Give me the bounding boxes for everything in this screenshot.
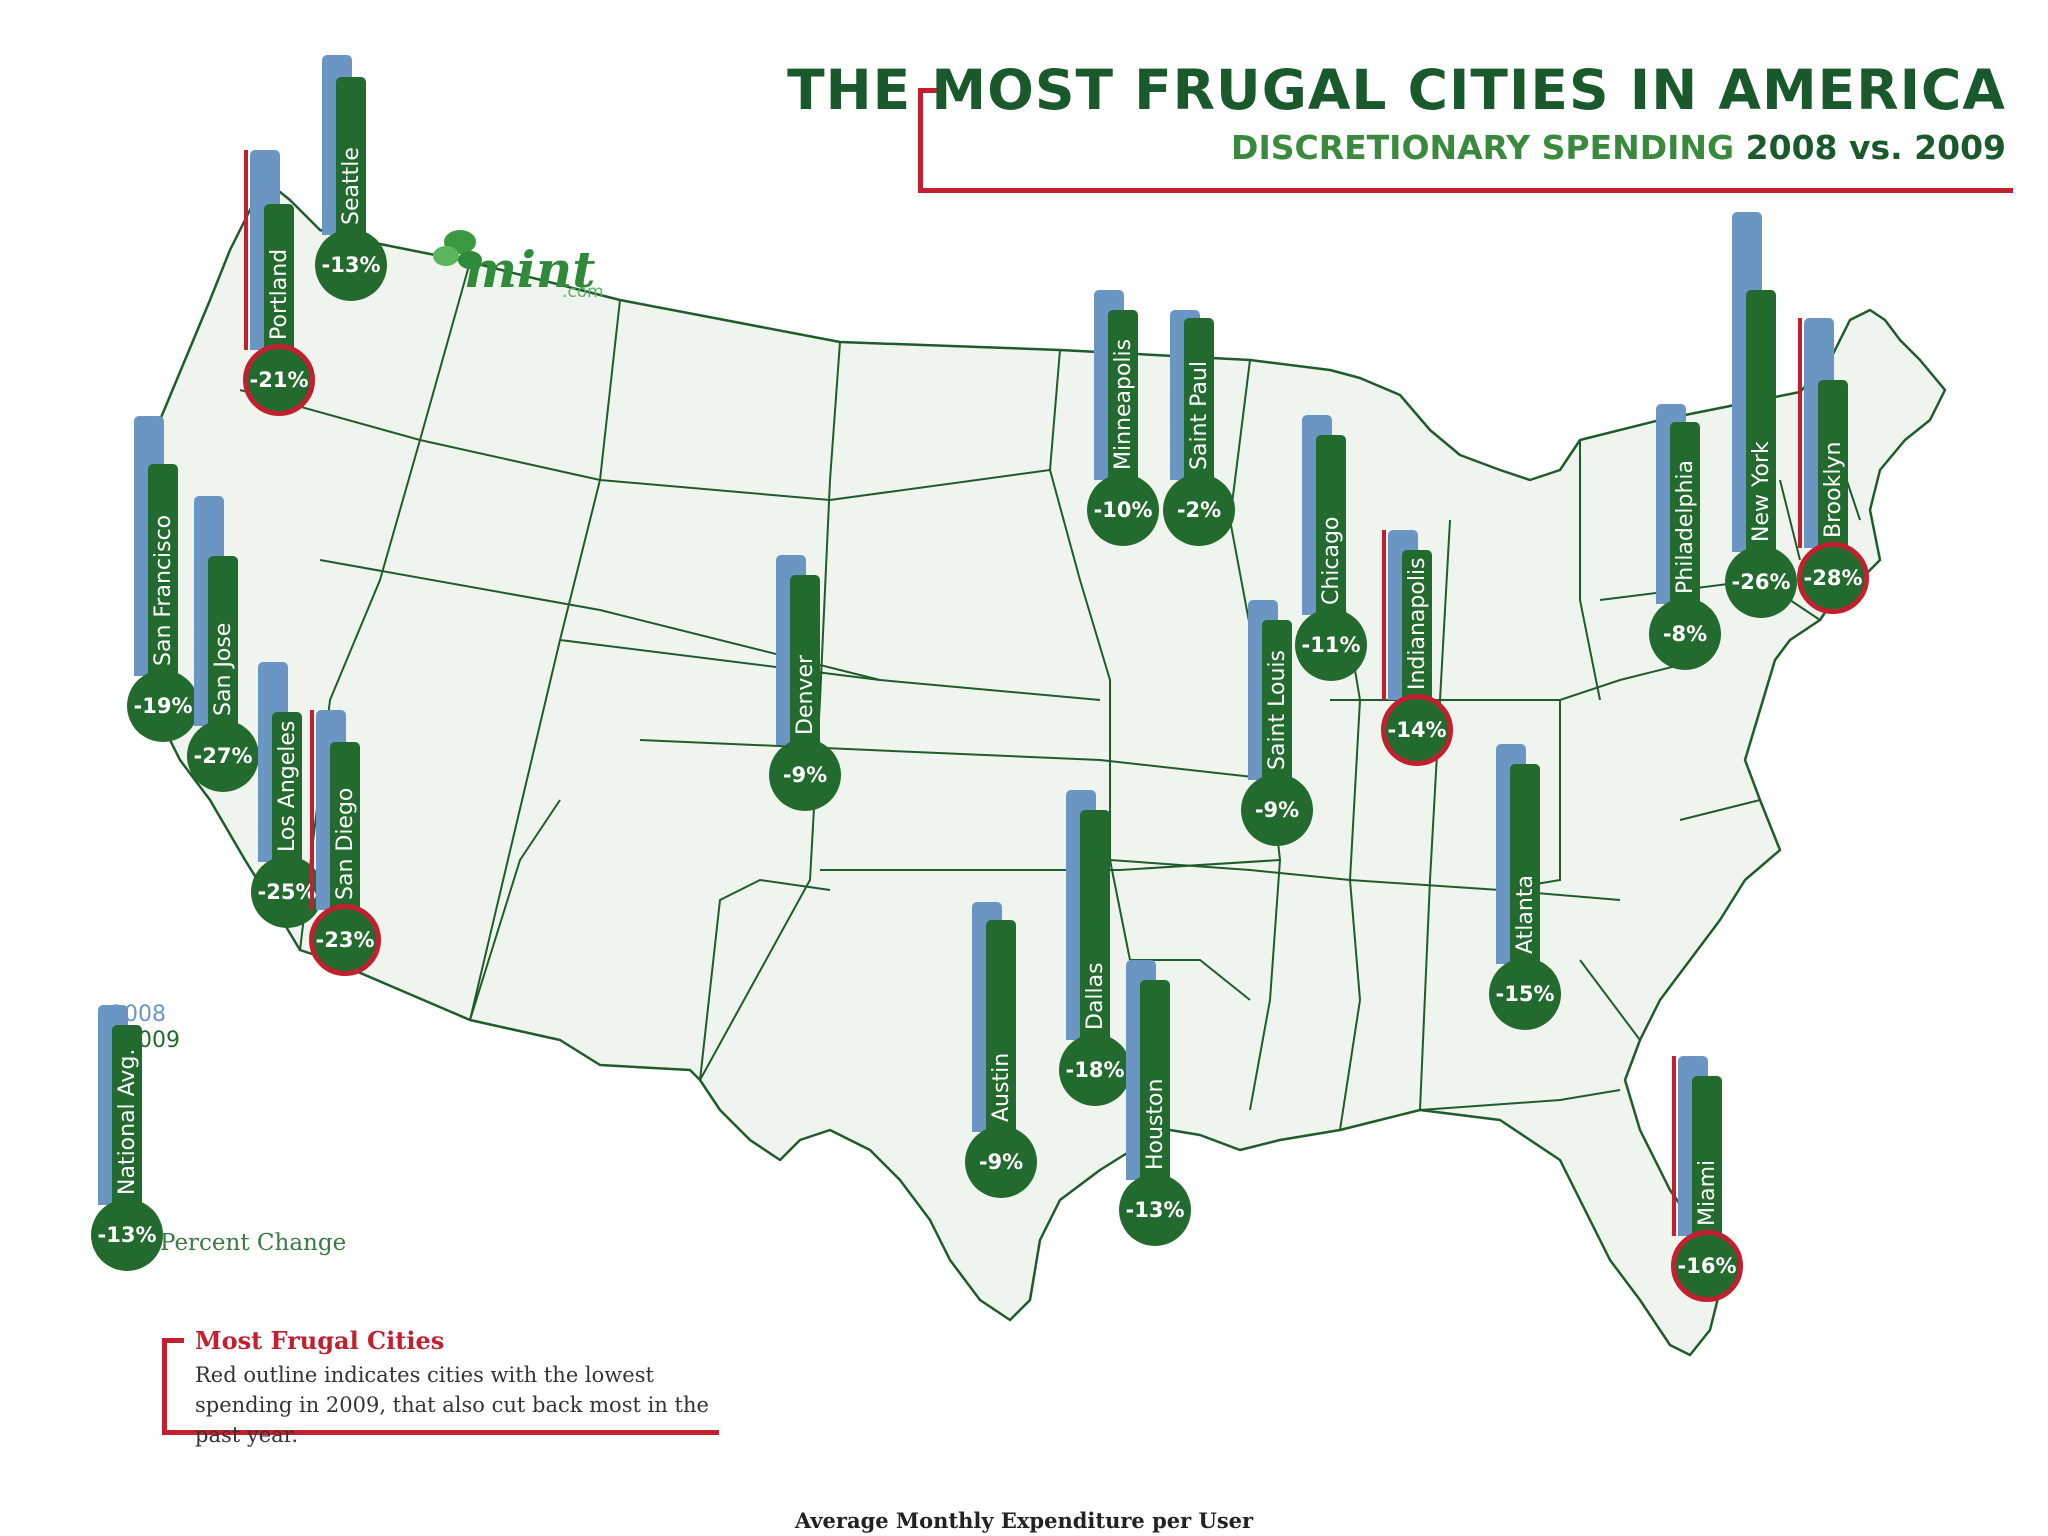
city-name: Atlanta [1513, 875, 1538, 954]
subtitle-part2: 2008 vs. 2009 [1745, 128, 2006, 167]
bar-2009 [336, 77, 366, 235]
bar-2009 [264, 204, 294, 350]
bar-2009 [986, 920, 1016, 1132]
percent-change-bulb: -21% [243, 344, 315, 416]
percent-change-bulb: -19% [127, 670, 199, 742]
bar-2009 [1262, 620, 1292, 780]
bar-2009 [1746, 290, 1776, 552]
percent-change-bulb: -9% [1241, 774, 1313, 846]
percent-change-bulb: -9% [965, 1126, 1037, 1198]
percent-change-bulb: -10% [1087, 474, 1159, 546]
percent-change-bulb: -14% [1381, 694, 1453, 766]
bar-2009 [148, 464, 178, 676]
bar-2009 [1692, 1076, 1722, 1236]
bar-2009 [1402, 550, 1432, 700]
logo-suffix: .com [562, 282, 604, 302]
city-name: Saint Louis [1265, 650, 1290, 770]
bar-2009 [790, 575, 820, 745]
mint-logo: mint .com [430, 220, 604, 302]
bar-2009 [112, 1025, 142, 1205]
subtitle-part1: DISCRETIONARY SPENDING [1231, 128, 1735, 167]
city-name: Los Angeles [275, 720, 300, 852]
footer-caption: Average Monthly Expenditure per User [794, 1508, 1254, 1533]
title-bracket-top [918, 88, 938, 93]
city-name: Indianapolis [1405, 557, 1430, 690]
title-bracket [918, 88, 2013, 193]
city-name: Chicago [1319, 516, 1344, 605]
frugal-note-bracket-top [162, 1338, 184, 1343]
city-name: San Francisco [151, 514, 176, 666]
percent-change-bulb: -16% [1671, 1230, 1743, 1302]
percent-change-bulb: -13% [315, 229, 387, 301]
city-name: Denver [793, 654, 818, 735]
bar-2009 [1316, 435, 1346, 615]
percent-change-bulb: -13% [1119, 1174, 1191, 1246]
city-name: New York [1749, 441, 1774, 542]
bar-2009 [272, 712, 302, 862]
legend-percent-change: Percent Change [160, 1230, 347, 1256]
frugal-marker [1672, 1056, 1676, 1236]
bar-2009 [1510, 764, 1540, 964]
percent-change-bulb: -15% [1489, 958, 1561, 1030]
city-name: Brooklyn [1821, 441, 1846, 538]
city-name: Dallas [1083, 962, 1108, 1030]
bar-2009 [1140, 980, 1170, 1180]
city-name: Portland [267, 248, 292, 340]
legend-2009: 2009 [124, 1028, 180, 1053]
frugal-note-title: Most Frugal Cities [195, 1326, 445, 1355]
page-title: THE MOST FRUGAL CITIES IN AMERICA [787, 58, 2006, 122]
bar-2009 [1184, 318, 1214, 480]
city-name: Philadelphia [1673, 459, 1698, 594]
frugal-note-description: Red outline indicates cities with the lo… [195, 1363, 709, 1447]
legend-2008: 2008 [110, 1002, 166, 1027]
city-name: Houston [1143, 1078, 1168, 1170]
frugal-note-bracket [162, 1338, 719, 1435]
percent-change-bulb: -26% [1725, 546, 1797, 618]
city-name: Seattle [339, 147, 364, 225]
city-name: San Jose [211, 622, 236, 716]
percent-change-bulb: -11% [1295, 609, 1367, 681]
bar-2009 [1670, 422, 1700, 604]
bar-2009 [208, 556, 238, 726]
frugal-marker [244, 150, 248, 350]
percent-change-bulb: -23% [309, 904, 381, 976]
percent-change-bulb: -13% [91, 1199, 163, 1271]
percent-change-bulb: -27% [187, 720, 259, 792]
city-name: Minneapolis [1111, 338, 1136, 470]
percent-change-bulb: -28% [1797, 542, 1869, 614]
city-name: Austin [989, 1052, 1014, 1122]
city-name: National Avg. [115, 1048, 140, 1195]
bar-2009 [330, 742, 360, 910]
bar-2009 [1080, 810, 1110, 1040]
frugal-marker [1798, 318, 1802, 548]
page-subtitle: DISCRETIONARY SPENDING 2008 vs. 2009 [1231, 128, 2006, 167]
frugal-marker [1382, 530, 1386, 700]
bar-2009 [1818, 380, 1848, 548]
percent-change-bulb: -8% [1649, 598, 1721, 670]
frugal-marker [310, 710, 314, 910]
logo-word: mint [464, 240, 596, 299]
city-name: Saint Paul [1187, 361, 1212, 470]
leaf-icon [433, 230, 482, 269]
percent-change-bulb: -2% [1163, 474, 1235, 546]
city-name: San Diego [333, 787, 358, 900]
percent-change-bulb: -9% [769, 739, 841, 811]
percent-change-bulb: -18% [1059, 1034, 1131, 1106]
city-name: Miami [1695, 1159, 1720, 1226]
bar-2009 [1108, 310, 1138, 480]
